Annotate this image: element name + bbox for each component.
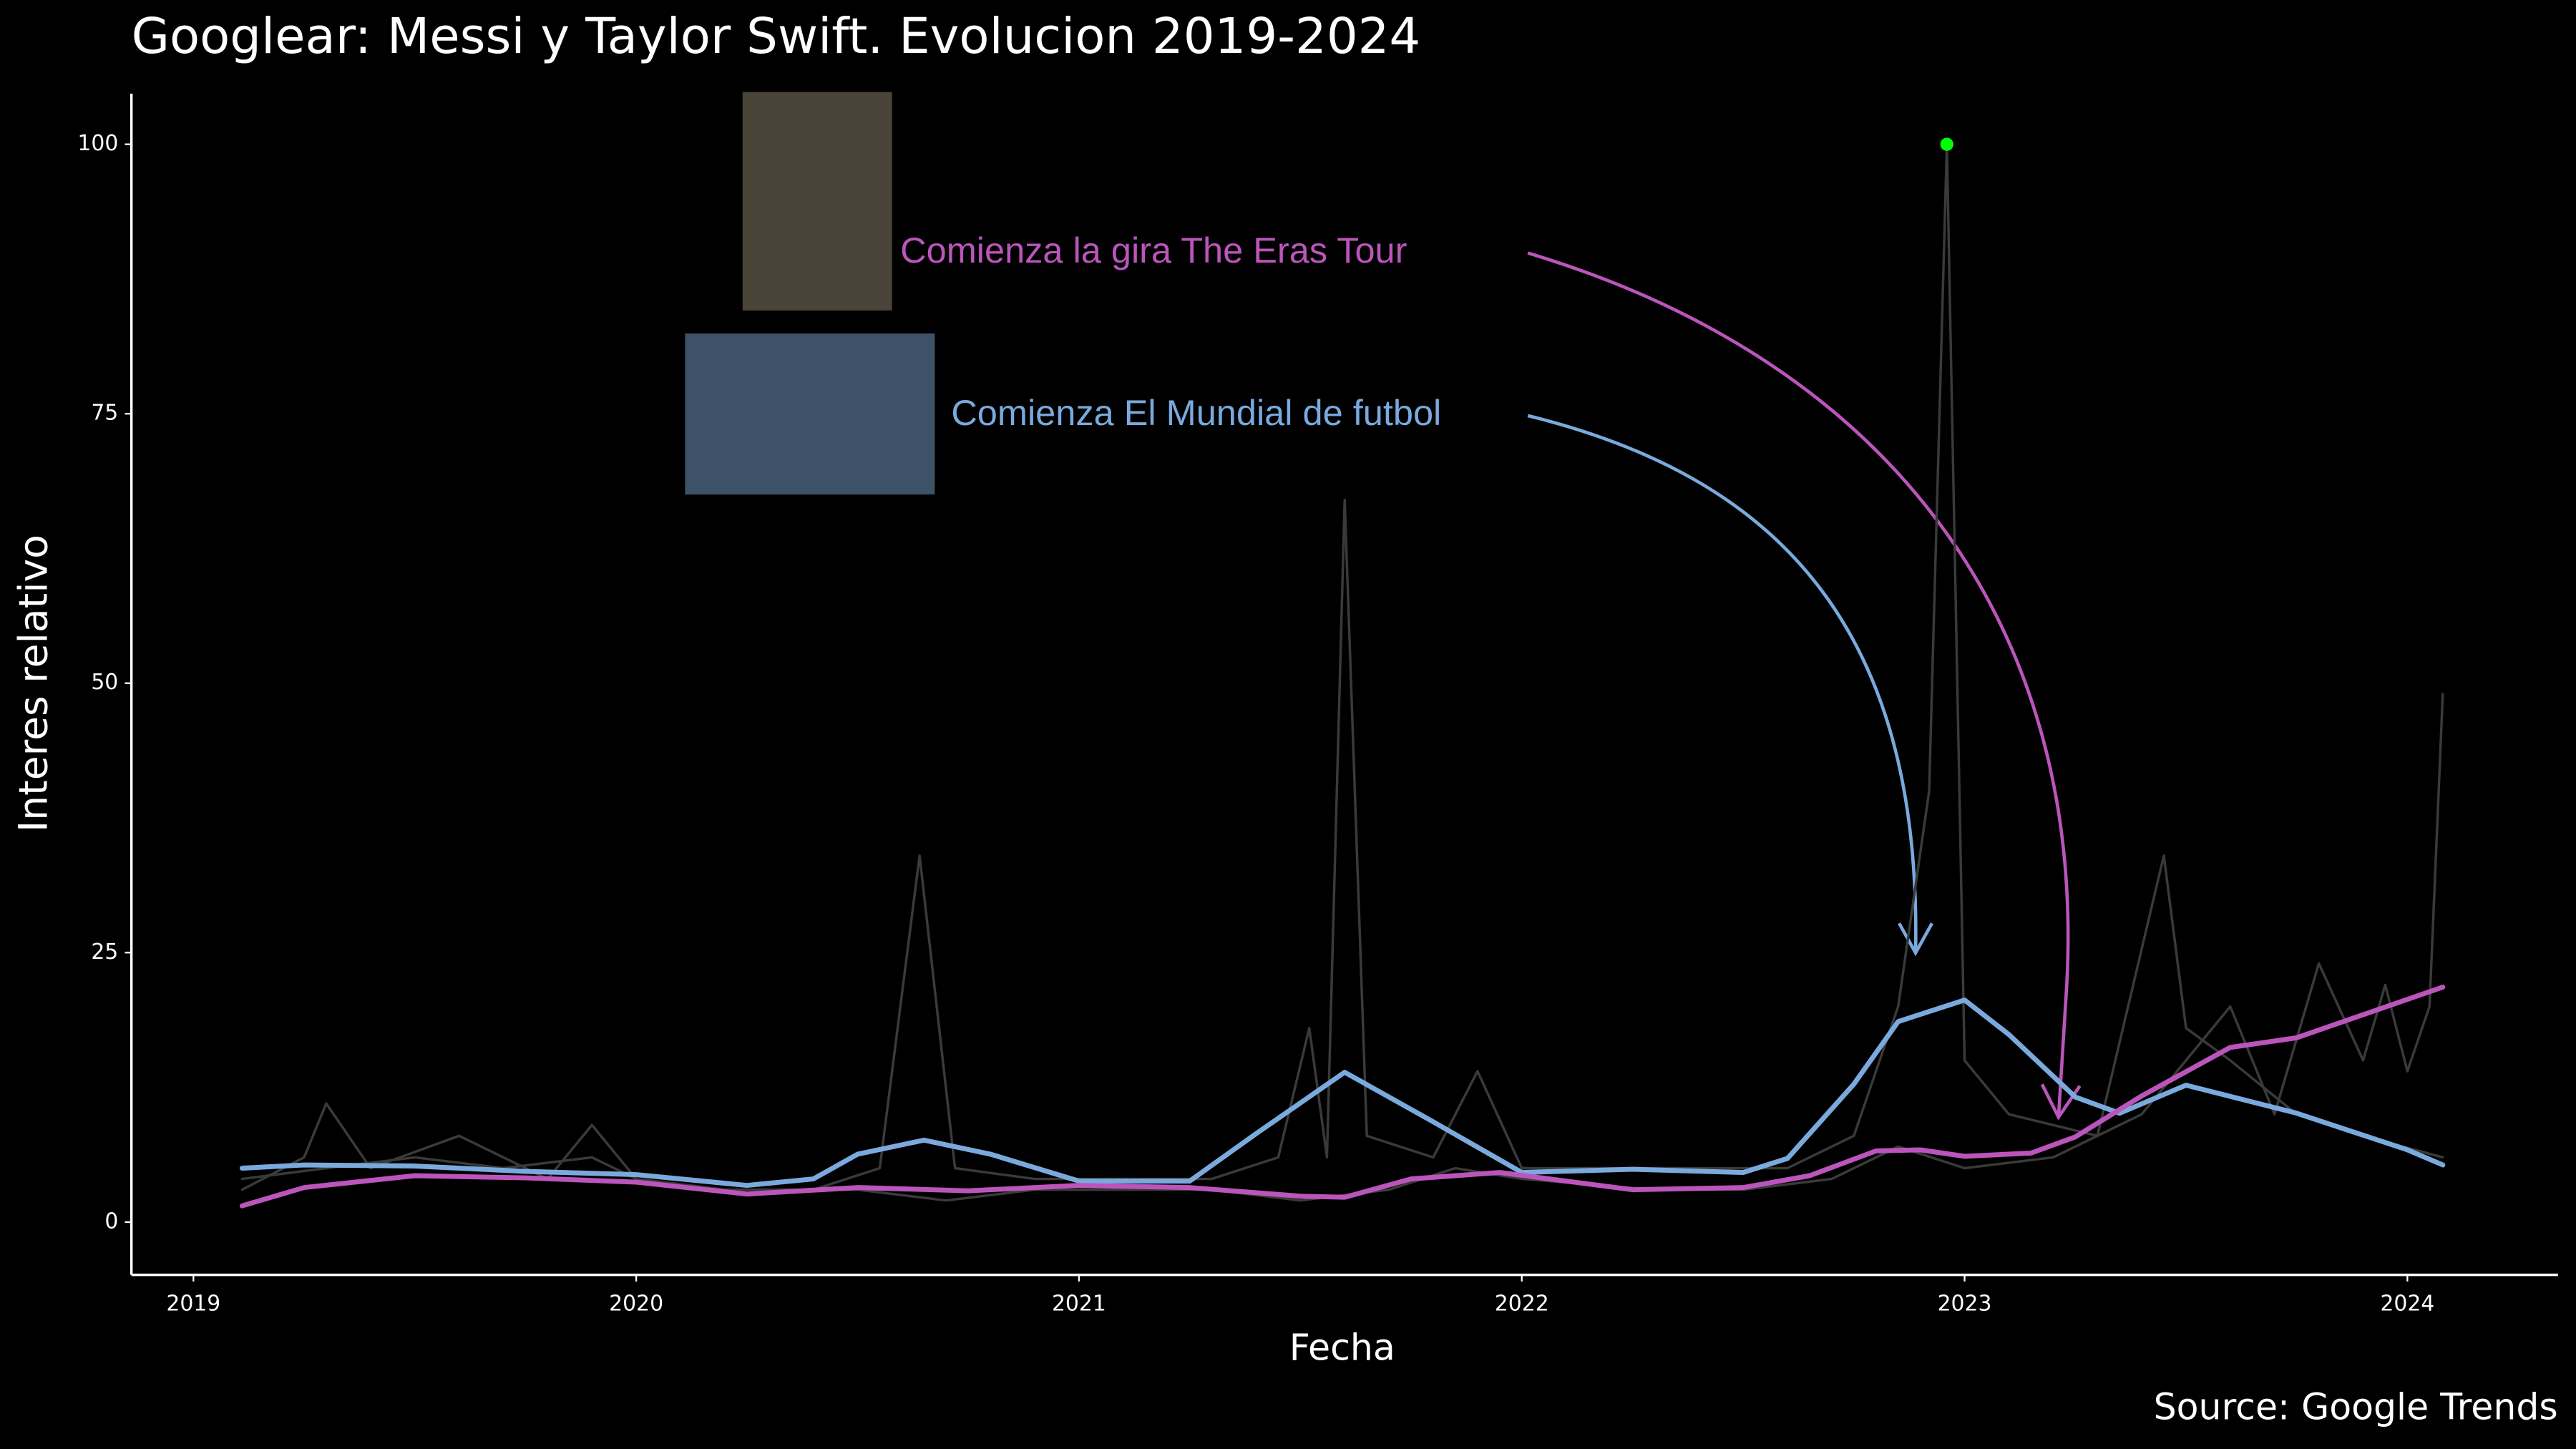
y-tick-label: 50	[91, 670, 118, 695]
photo-placeholder	[685, 333, 935, 495]
x-tick-label: 2023	[1938, 1291, 1992, 1316]
photo-placeholder	[742, 92, 892, 311]
smooth-line	[239, 997, 2446, 1189]
raw-line	[240, 693, 2444, 1202]
y-tick-label: 0	[104, 1209, 118, 1234]
plot-area: 0 25 50 75 100 2019 2020 2021 2022 2023 2024 Comien…	[77, 131, 2446, 1316]
y-tick-label: 25	[91, 940, 118, 965]
x-tick-label: 2021	[1052, 1291, 1106, 1316]
y-tick-label: 100	[77, 131, 118, 156]
x-tick-label: 2022	[1495, 1291, 1549, 1316]
annotation-arrow	[1527, 414, 1934, 957]
x-axis-label: Fecha	[1289, 1327, 1395, 1369]
max-point	[1940, 137, 1953, 151]
smooth-line	[239, 985, 2446, 1209]
x-tick-label: 2020	[609, 1291, 663, 1316]
y-tick-label: 75	[91, 401, 118, 426]
x-tick-label: 2024	[2380, 1291, 2434, 1316]
source: Source: Google Trends	[2154, 1385, 2558, 1428]
y-axis-label: Interes relativo	[11, 535, 57, 832]
chart-title: Googlear: Messi y Taylor Swift. Evolucio…	[132, 8, 1421, 65]
x-tick-label: 2019	[166, 1291, 220, 1316]
annotation: Comienza El Mundial de futbol	[951, 392, 1441, 433]
annotation: Comienza la gira The Eras Tour	[900, 230, 1407, 270]
